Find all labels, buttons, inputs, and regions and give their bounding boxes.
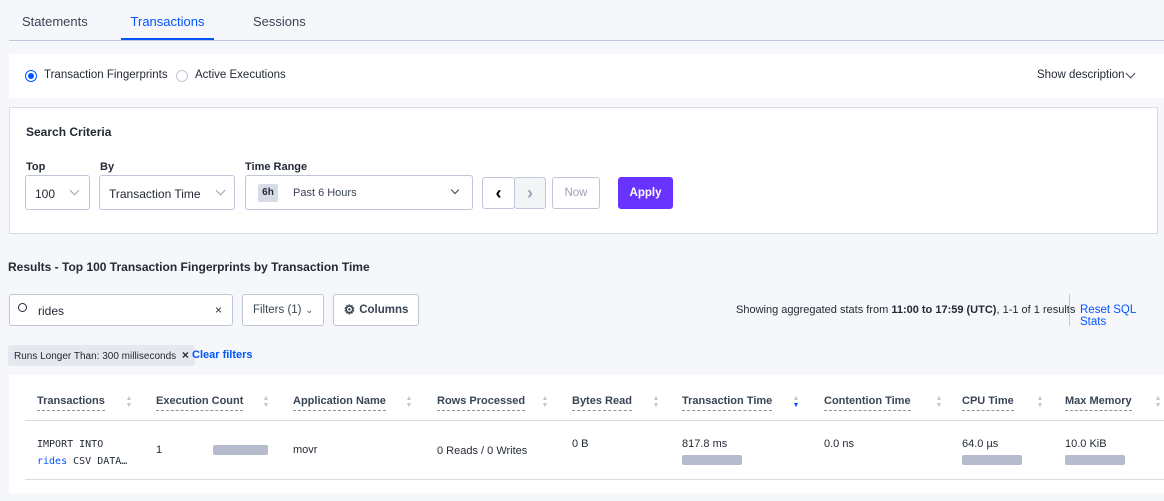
by-select[interactable]: Transaction Time xyxy=(99,175,235,210)
search-icon xyxy=(18,303,27,312)
application-name: movr xyxy=(293,444,318,456)
txn-text: IMPORT INTO xyxy=(37,439,104,450)
sort-icon[interactable]: ▲ ▼ xyxy=(541,395,549,409)
sort-icon[interactable]: ▲ ▼ xyxy=(935,395,943,409)
rows-processed: 0 Reads / 0 Writes xyxy=(437,445,528,457)
bytes-read: 0 B xyxy=(572,438,589,450)
view-selector-panel xyxy=(9,54,1164,98)
by-value: Transaction Time xyxy=(109,187,201,201)
time-range-label: Time Range xyxy=(245,161,308,173)
sort-desc-icon[interactable]: ▲ ▼ xyxy=(792,395,800,409)
divider xyxy=(1069,294,1070,326)
time-badge: 6h xyxy=(258,184,278,202)
contention-time: 0.0 ns xyxy=(824,438,854,450)
time-range-select[interactable]: 6h Past 6 Hours xyxy=(245,175,473,210)
transactions-table xyxy=(9,375,1164,493)
cpu-time: 64.0 µs xyxy=(962,438,999,450)
header-divider xyxy=(25,420,1164,421)
next-time-button[interactable]: › xyxy=(514,177,546,209)
column-header-max-memory[interactable]: Max Memory xyxy=(1065,395,1132,411)
apply-button[interactable]: Apply xyxy=(618,177,673,209)
results-title: Results - Top 100 Transaction Fingerprin… xyxy=(8,260,370,274)
max-memory: 10.0 KiB xyxy=(1065,438,1107,450)
sort-icon[interactable]: ▲ ▼ xyxy=(652,395,660,409)
cpu-time-bar xyxy=(962,455,1022,465)
row-divider xyxy=(25,479,1164,480)
execution-count: 1 xyxy=(156,444,163,456)
sort-icon[interactable]: ▲ ▼ xyxy=(1036,395,1044,409)
top-label: Top xyxy=(26,161,46,173)
search-criteria-title: Search Criteria xyxy=(26,125,112,139)
sort-icon[interactable]: ▲ ▼ xyxy=(1154,395,1162,409)
remove-filter-icon[interactable]: × xyxy=(181,348,189,362)
filter-chip-label: Runs Longer Than: 300 milliseconds xyxy=(14,351,177,362)
sort-icon[interactable]: ▲ ▼ xyxy=(125,395,133,409)
column-header-transactions[interactable]: Transactions xyxy=(37,395,105,411)
columns-button[interactable]: ⚙ Columns xyxy=(333,294,419,326)
clear-search-icon[interactable]: × xyxy=(215,303,223,317)
chevron-down-icon: ⌄ xyxy=(305,304,314,315)
reset-sql-stats-link[interactable]: Reset SQL Stats xyxy=(1080,304,1136,328)
transaction-link[interactable]: IMPORT INTO rides CSV DATA… xyxy=(37,436,127,470)
radio-label[interactable]: Transaction Fingerprints xyxy=(44,69,168,81)
txn-highlight: rides xyxy=(37,456,68,467)
tab-transactions[interactable]: Transactions xyxy=(121,0,214,40)
showing-stats-text: Showing aggregated stats from 11:00 to 1… xyxy=(736,304,1075,316)
column-header-bytes-read[interactable]: Bytes Read xyxy=(572,395,632,411)
by-label: By xyxy=(100,161,115,173)
tab-statements[interactable]: Statements xyxy=(22,14,88,29)
sort-icon[interactable]: ▲ ▼ xyxy=(262,395,270,409)
top-value: 100 xyxy=(35,187,56,201)
time-value: Past 6 Hours xyxy=(293,187,357,199)
column-header-transaction-time[interactable]: Transaction Time xyxy=(682,395,773,411)
showing-post: , 1-1 of 1 results xyxy=(996,304,1076,316)
tab-divider xyxy=(9,40,1164,41)
chevron-down-icon xyxy=(450,185,460,195)
search-criteria-panel xyxy=(9,107,1158,234)
filters-label: Filters (1) xyxy=(252,304,302,316)
showing-pre: Showing aggregated stats from xyxy=(736,304,892,316)
clear-filters-link[interactable]: Clear filters xyxy=(192,349,253,361)
filter-chip: Runs Longer Than: 300 milliseconds × xyxy=(8,345,195,366)
column-header-rows-processed[interactable]: Rows Processed xyxy=(437,395,526,411)
max-memory-bar xyxy=(1065,455,1125,465)
column-header-application-name[interactable]: Application Name xyxy=(293,395,386,411)
filters-button[interactable]: Filters (1) ⌄ xyxy=(242,294,324,326)
column-header-contention-time[interactable]: Contention Time xyxy=(824,395,911,411)
column-header-cpu-time[interactable]: CPU Time xyxy=(962,395,1014,411)
radio-active-executions[interactable] xyxy=(176,70,188,82)
previous-time-button[interactable]: ‹ xyxy=(482,177,515,209)
gear-icon: ⚙ xyxy=(343,302,356,317)
showing-range: 11:00 to 17:59 (UTC) xyxy=(891,304,997,316)
chevron-right-icon: › xyxy=(527,182,533,203)
column-header-execution-count[interactable]: Execution Count xyxy=(156,395,244,411)
sort-icon[interactable]: ▲ ▼ xyxy=(405,395,413,409)
columns-label: Columns xyxy=(359,304,409,316)
chevron-down-icon xyxy=(215,185,226,196)
chevron-down-icon xyxy=(69,185,80,196)
tab-sessions[interactable]: Sessions xyxy=(253,14,306,29)
execution-count-bar xyxy=(213,445,268,455)
radio-label[interactable]: Active Executions xyxy=(195,69,286,81)
show-description-toggle[interactable]: Show description xyxy=(1037,69,1125,81)
chevron-left-icon: ‹ xyxy=(495,182,502,203)
top-select[interactable]: 100 xyxy=(25,175,90,210)
now-button[interactable]: Now xyxy=(552,177,600,209)
transaction-time: 817.8 ms xyxy=(682,438,728,450)
txn-text: CSV DATA… xyxy=(67,456,128,467)
transaction-time-bar xyxy=(682,455,742,465)
search-value: rides xyxy=(38,304,65,318)
search-input[interactable]: rides × xyxy=(9,294,233,326)
radio-transaction-fingerprints[interactable] xyxy=(25,70,37,82)
